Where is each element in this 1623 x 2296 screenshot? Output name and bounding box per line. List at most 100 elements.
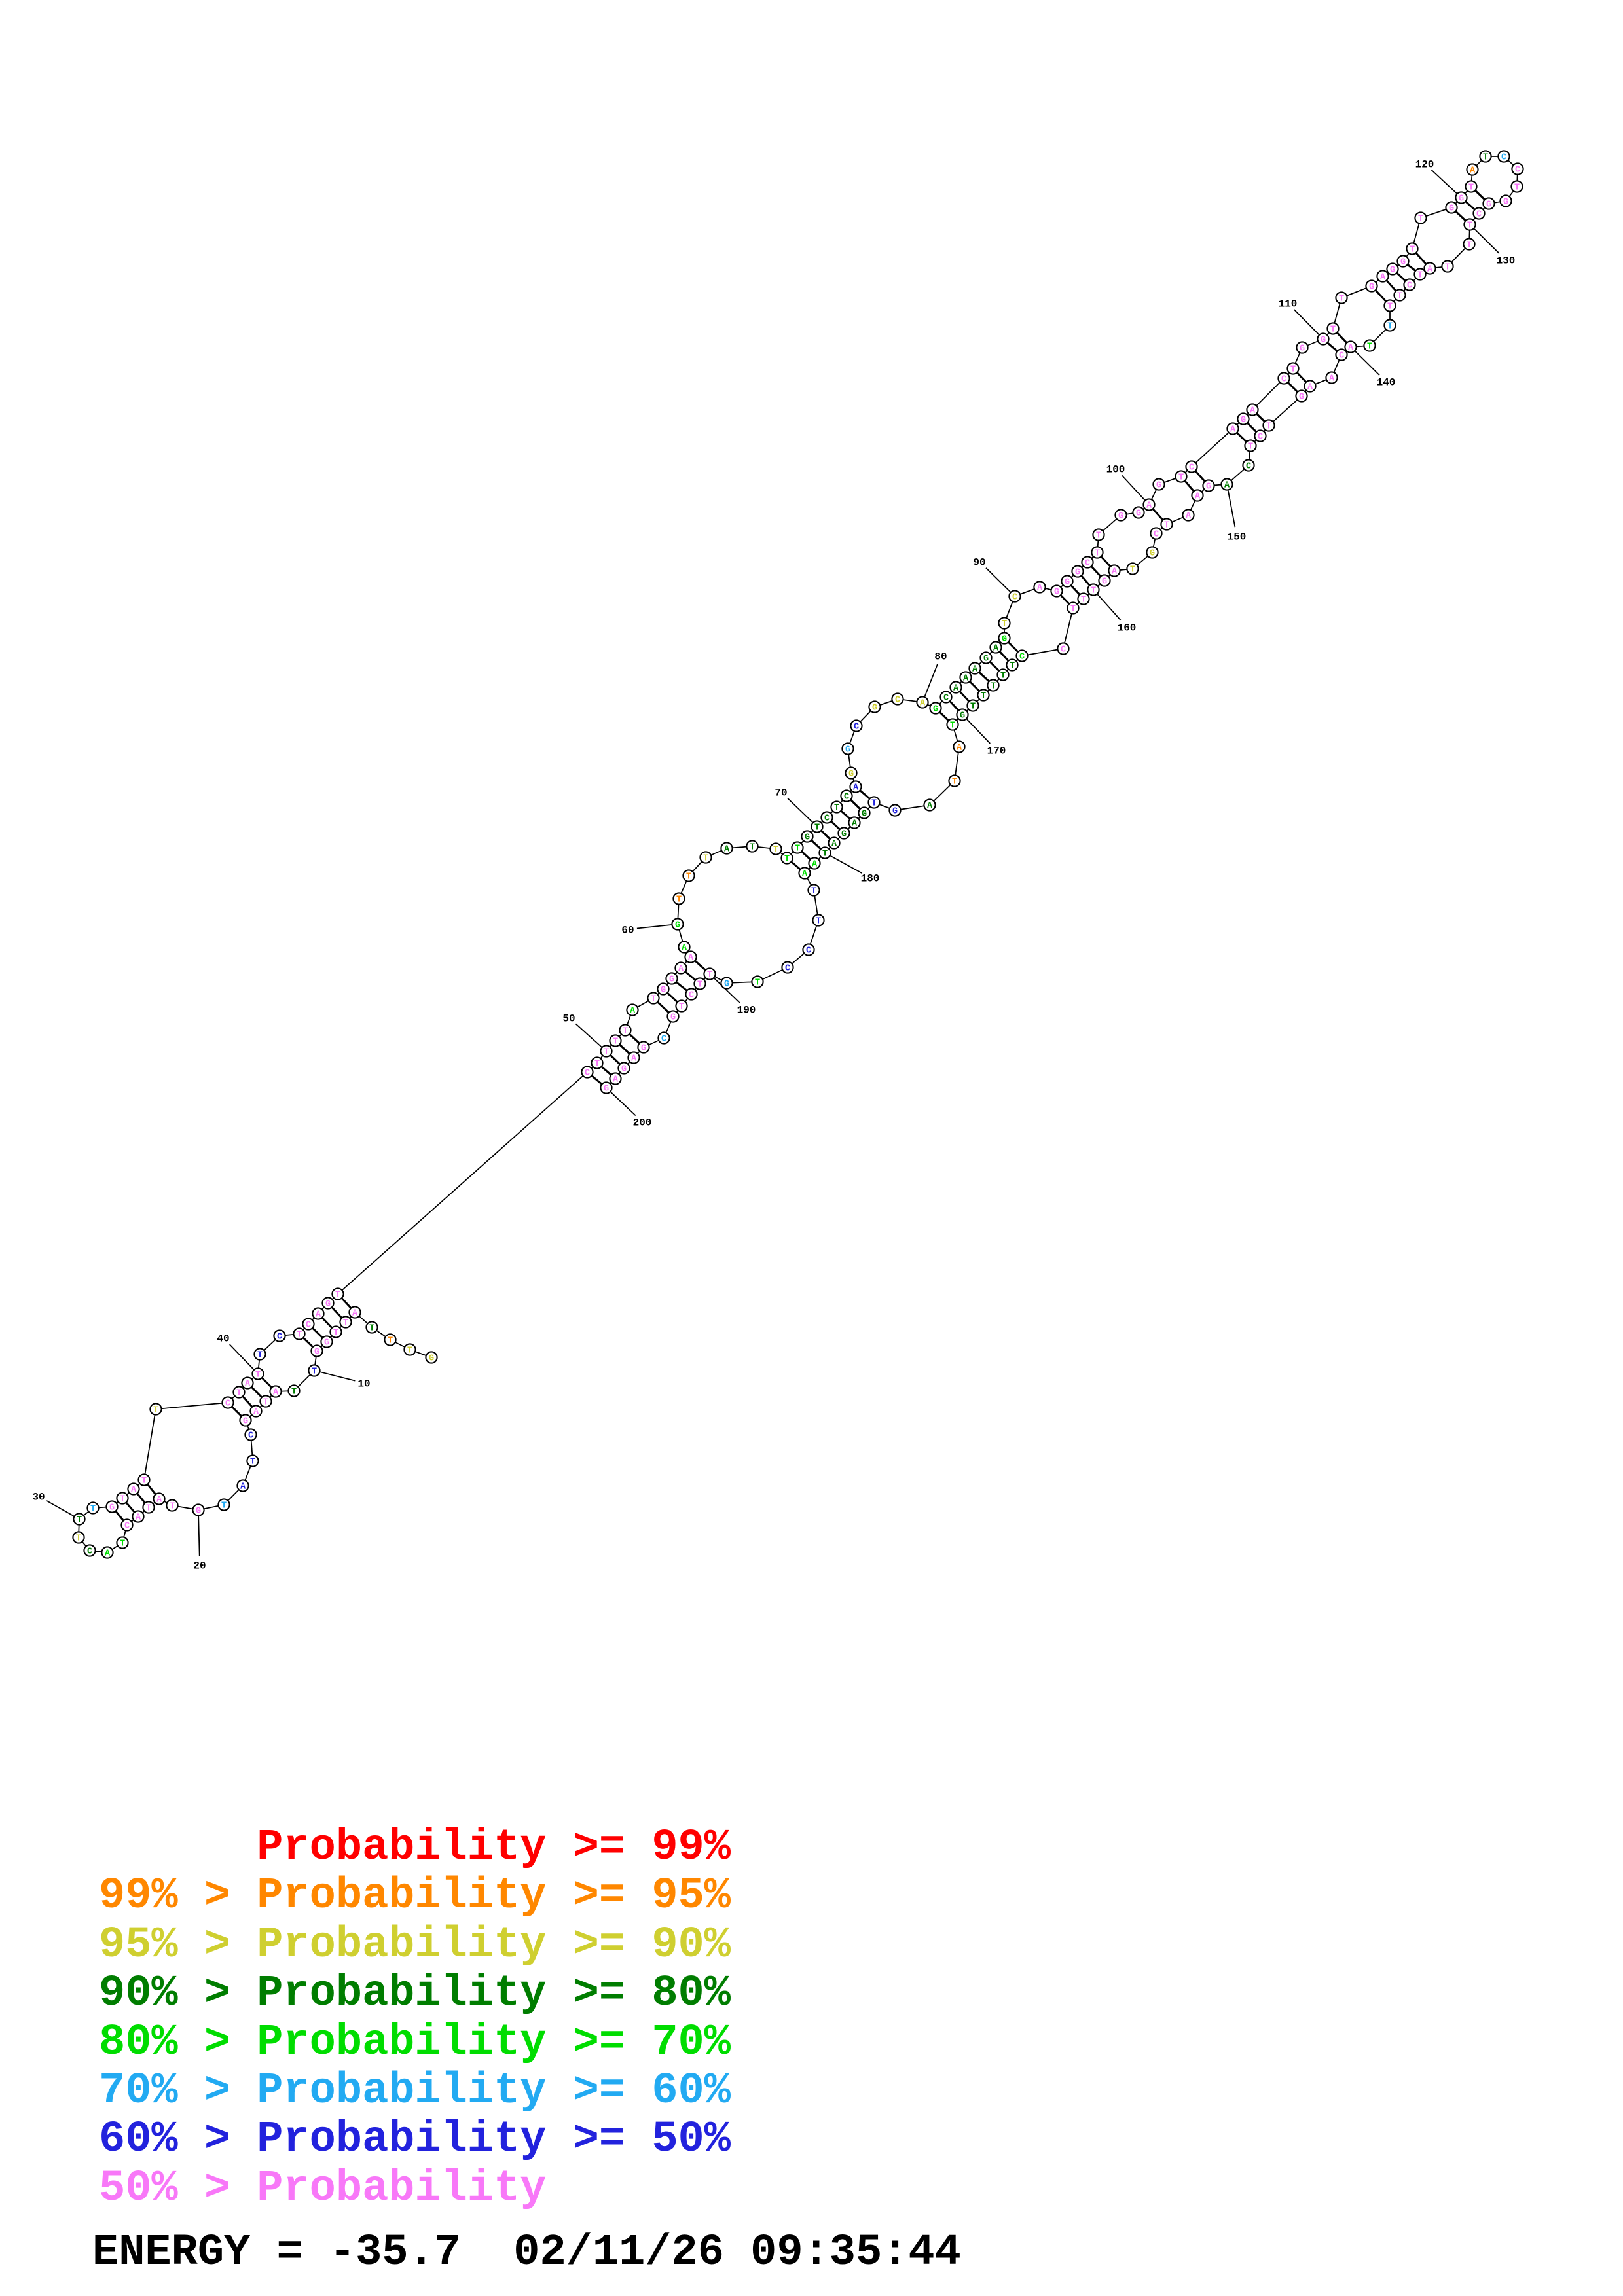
- svg-text:T: T: [333, 1329, 338, 1338]
- svg-text:G: G: [1459, 194, 1464, 204]
- svg-text:190: 190: [737, 1005, 756, 1016]
- svg-text:G: G: [669, 975, 674, 985]
- svg-text:C: C: [277, 1333, 282, 1342]
- svg-text:G: G: [872, 704, 877, 713]
- svg-text:G: G: [325, 1300, 331, 1310]
- svg-text:T: T: [871, 799, 877, 809]
- svg-text:A: A: [1195, 492, 1201, 502]
- svg-text:T: T: [1000, 672, 1006, 681]
- svg-text:A: A: [724, 845, 730, 855]
- svg-text:G: G: [1241, 416, 1246, 425]
- svg-text:A: A: [688, 954, 694, 963]
- svg-text:C: C: [1061, 645, 1066, 655]
- svg-text:T: T: [594, 1060, 600, 1069]
- svg-text:A: A: [993, 644, 999, 654]
- svg-text:G: G: [1102, 577, 1107, 587]
- svg-text:A: A: [631, 1054, 637, 1064]
- svg-text:T: T: [1397, 292, 1402, 302]
- svg-text:G: G: [724, 980, 729, 990]
- svg-text:T: T: [236, 1389, 242, 1399]
- svg-text:T: T: [146, 1504, 151, 1514]
- svg-text:T: T: [703, 854, 708, 864]
- svg-text:G: G: [243, 1417, 248, 1427]
- svg-text:T: T: [369, 1324, 374, 1334]
- svg-text:A: A: [273, 1388, 279, 1398]
- svg-text:A: A: [802, 870, 808, 880]
- svg-text:A: A: [1224, 481, 1230, 491]
- svg-text:A: A: [1186, 512, 1192, 522]
- svg-text:T: T: [707, 971, 712, 980]
- svg-text:95% > Probability >= 90%: 95% > Probability >= 90%: [99, 1920, 731, 1970]
- svg-text:G: G: [1321, 336, 1326, 346]
- svg-text:200: 200: [633, 1117, 652, 1129]
- svg-text:T: T: [1130, 565, 1135, 575]
- svg-text:G: G: [670, 1013, 676, 1023]
- svg-text:ENERGY = -35.7 02/11/26 09:35: ENERGY = -35.7 02/11/26 09:35:44: [92, 2228, 961, 2278]
- svg-text:T: T: [1418, 215, 1423, 224]
- svg-text:G: G: [933, 705, 938, 715]
- svg-text:G: G: [1400, 258, 1406, 268]
- svg-text:T: T: [1164, 521, 1169, 531]
- svg-text:C: C: [1501, 153, 1506, 163]
- svg-text:T: T: [811, 887, 816, 897]
- svg-text:C: C: [824, 814, 830, 824]
- svg-text:90: 90: [973, 557, 985, 569]
- svg-text:C: C: [1258, 433, 1263, 442]
- svg-text:G: G: [848, 770, 854, 780]
- svg-text:T: T: [604, 1048, 609, 1058]
- svg-text:C: C: [1339, 351, 1344, 361]
- svg-text:100: 100: [1106, 464, 1125, 476]
- svg-text:80: 80: [934, 651, 947, 663]
- svg-text:G: G: [661, 986, 666, 996]
- svg-text:T: T: [76, 1534, 81, 1544]
- svg-text:T: T: [250, 1458, 255, 1467]
- svg-text:T: T: [952, 778, 957, 787]
- svg-text:G: G: [1486, 200, 1491, 210]
- svg-text:G: G: [1054, 588, 1059, 598]
- svg-text:A: A: [1380, 273, 1386, 283]
- svg-text:G: G: [1150, 549, 1155, 559]
- svg-text:T: T: [255, 1371, 261, 1380]
- svg-text:C: C: [585, 1069, 590, 1079]
- svg-text:T: T: [816, 917, 821, 927]
- svg-text:A: A: [253, 1408, 259, 1418]
- svg-text:C: C: [1515, 166, 1520, 175]
- svg-text:G: G: [196, 1507, 201, 1516]
- svg-text:T: T: [822, 850, 828, 859]
- svg-text:T: T: [679, 1003, 684, 1013]
- svg-text:G: G: [1390, 266, 1395, 276]
- svg-text:T: T: [291, 1388, 297, 1397]
- svg-text:C: C: [1189, 463, 1194, 473]
- svg-text:C: C: [1246, 462, 1251, 472]
- svg-text:T: T: [1387, 302, 1393, 312]
- svg-text:G: G: [841, 830, 847, 840]
- svg-text:G: G: [1369, 283, 1374, 293]
- svg-text:A: A: [957, 744, 962, 753]
- svg-text:T: T: [1081, 596, 1086, 605]
- svg-text:A: A: [1146, 501, 1152, 511]
- svg-text:A: A: [1427, 265, 1433, 275]
- svg-text:T: T: [1514, 183, 1520, 193]
- svg-text:80% > Probability >= 70%: 80% > Probability >= 70%: [99, 2018, 731, 2068]
- svg-text:A: A: [972, 665, 978, 675]
- svg-text:Probability >= 99%: Probability >= 99%: [99, 1823, 731, 1873]
- svg-text:C: C: [1085, 559, 1090, 569]
- svg-text:A: A: [1037, 584, 1043, 594]
- svg-text:C: C: [87, 1547, 92, 1557]
- svg-text:T: T: [335, 1291, 340, 1300]
- svg-text:G: G: [892, 807, 898, 817]
- svg-text:G: G: [1300, 344, 1305, 354]
- svg-text:C: C: [785, 964, 790, 974]
- svg-text:T: T: [773, 846, 778, 855]
- svg-text:T: T: [950, 721, 955, 731]
- svg-text:T: T: [77, 1516, 82, 1526]
- svg-text:A: A: [240, 1482, 246, 1492]
- svg-text:G: G: [641, 1044, 646, 1054]
- svg-text:130: 130: [1497, 255, 1516, 267]
- svg-text:A: A: [852, 819, 858, 829]
- svg-text:A: A: [1250, 406, 1256, 416]
- svg-text:20: 20: [193, 1560, 206, 1572]
- svg-text:G: G: [429, 1354, 434, 1364]
- svg-text:T: T: [263, 1398, 268, 1408]
- svg-text:T: T: [1266, 422, 1271, 432]
